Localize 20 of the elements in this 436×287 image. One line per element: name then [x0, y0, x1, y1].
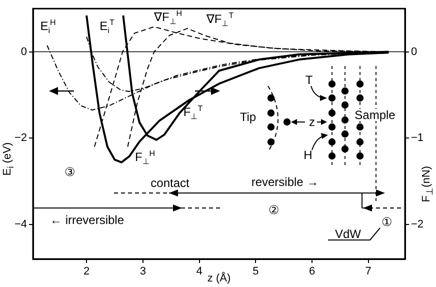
annotation: ③: [64, 165, 76, 179]
annotation: ①: [382, 215, 392, 229]
x-tick-label: 3: [140, 266, 146, 278]
annotation: ②: [268, 203, 280, 217]
annotation: ← irreversible: [50, 213, 124, 227]
y-tick-label: −4: [14, 218, 27, 230]
y2-tick-label: −1: [411, 132, 424, 144]
y-tick-label: 0: [20, 46, 27, 58]
x-axis-title: z (Å): [207, 272, 231, 284]
annotation: contact: [150, 176, 190, 190]
annotation: Tip: [240, 110, 256, 124]
x-tick-label: 5: [252, 266, 259, 278]
y2-tick-label: −2: [411, 218, 424, 230]
annotation: VdW: [334, 227, 362, 241]
x-tick-label: 2: [83, 266, 90, 278]
x-tick-label: 7: [365, 266, 372, 278]
x-tick-label: 4: [196, 266, 202, 278]
x-tick-label: 6: [308, 266, 316, 278]
y-tick-label: −2: [14, 132, 27, 144]
y2-tick-label: 0: [411, 46, 418, 58]
